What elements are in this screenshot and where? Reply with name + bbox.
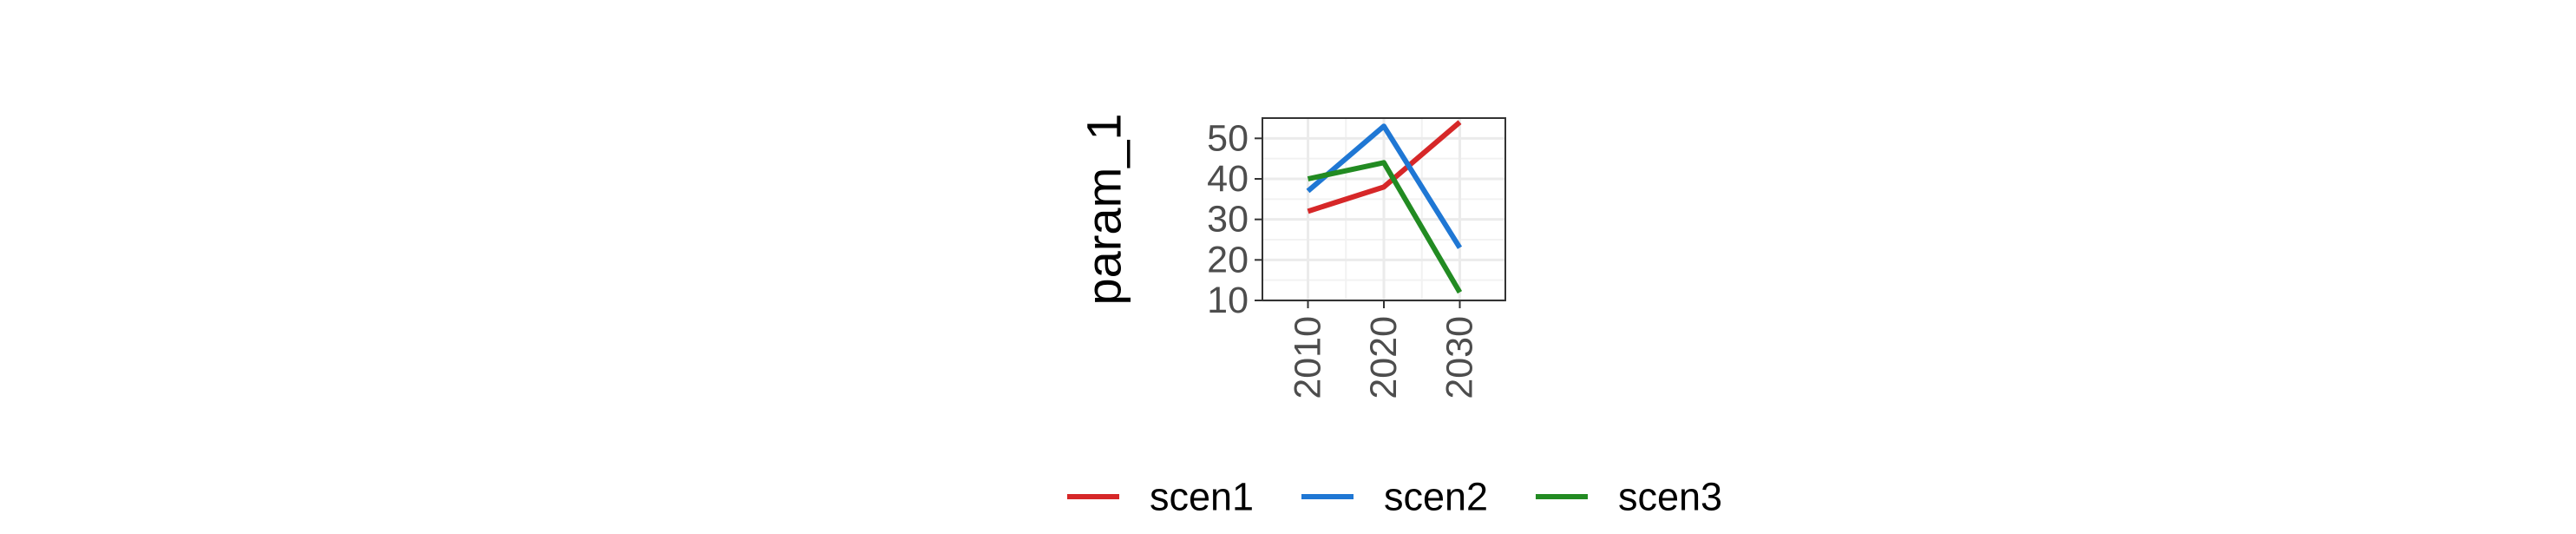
y-axis-title: param_1 bbox=[1077, 113, 1131, 305]
series-line-scen2 bbox=[1306, 123, 1463, 249]
legend-label-scen2: scen2 bbox=[1384, 475, 1488, 519]
y-tick-label: 50 bbox=[1207, 117, 1249, 159]
y-tick-label: 20 bbox=[1207, 239, 1249, 280]
y-tick-label: 40 bbox=[1207, 158, 1249, 200]
legend-label-scen3: scen3 bbox=[1618, 475, 1722, 519]
series-lines bbox=[1306, 120, 1463, 294]
y-tick-label: 30 bbox=[1207, 199, 1249, 241]
x-tick-label: 2010 bbox=[1288, 316, 1329, 399]
y-tick-label: 10 bbox=[1207, 280, 1249, 321]
x-tick-label: 2020 bbox=[1363, 316, 1405, 399]
legend-label-scen1: scen1 bbox=[1150, 475, 1254, 519]
series-line-scen3 bbox=[1307, 160, 1463, 294]
series-line-scen1 bbox=[1307, 120, 1462, 214]
legend: scen1 scen2 scen3 bbox=[1067, 475, 1722, 519]
x-tick-label: 2030 bbox=[1439, 316, 1481, 399]
x-axis: 2010 2020 2030 bbox=[1288, 300, 1481, 399]
